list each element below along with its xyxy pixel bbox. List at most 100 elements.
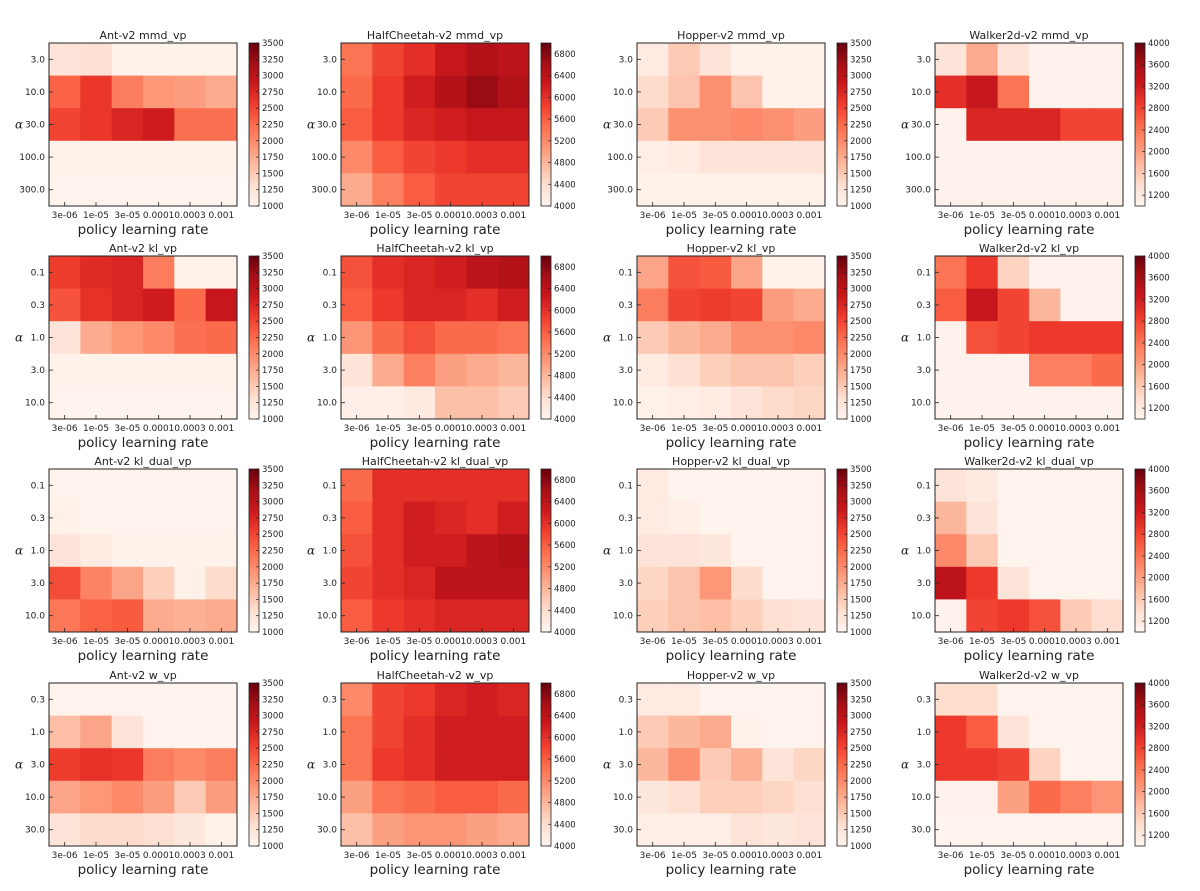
heatmap-cell bbox=[341, 353, 373, 387]
heatmap-cell bbox=[49, 599, 81, 633]
heatmap-cell bbox=[143, 501, 175, 535]
colorbar-tick-label: 2500 bbox=[262, 530, 284, 540]
heatmap-cell bbox=[372, 140, 405, 174]
heatmap-cell bbox=[793, 715, 826, 749]
heatmap-cell bbox=[80, 748, 113, 782]
heatmap-cell bbox=[1091, 256, 1124, 289]
heatmap-cell bbox=[637, 321, 669, 355]
heatmap-cell bbox=[935, 256, 967, 289]
colorbar-tick-label: 4800 bbox=[554, 159, 576, 169]
y-axis-label: α bbox=[901, 331, 909, 345]
heatmap-cell bbox=[966, 813, 999, 847]
x-tick-label: 3e-06 bbox=[52, 211, 78, 221]
y-tick-label: 30.0 bbox=[317, 121, 337, 131]
y-tick-label: 0.1 bbox=[619, 268, 633, 278]
y-tick-label: 0.3 bbox=[31, 301, 45, 311]
heatmap-cell bbox=[1029, 108, 1061, 142]
colorbar-tick-label: 2750 bbox=[850, 301, 872, 311]
heatmap-cell bbox=[731, 108, 763, 142]
y-tick-label: 3.0 bbox=[917, 761, 932, 771]
colorbar-tick-label: 3000 bbox=[262, 285, 284, 295]
x-tick-label: 0.001 bbox=[208, 637, 234, 647]
x-tick-label: 0.0001 bbox=[435, 851, 467, 861]
heatmap-cell bbox=[1060, 534, 1093, 568]
heatmap-cell bbox=[935, 43, 967, 76]
heatmap-cell bbox=[731, 715, 763, 749]
y-tick-label: 100.0 bbox=[607, 153, 633, 163]
colorbar-tick-label: 1750 bbox=[850, 579, 872, 589]
x-tick-label: 1e-05 bbox=[375, 637, 401, 647]
colorbar-tick-label: 1500 bbox=[850, 382, 872, 392]
colorbar-tick-label: 1600 bbox=[1148, 809, 1170, 819]
y-tick-label: 30.0 bbox=[25, 826, 45, 836]
heatmap-cell bbox=[1091, 534, 1124, 568]
y-tick-label: 1.0 bbox=[917, 334, 932, 344]
heatmap-cell bbox=[935, 321, 967, 355]
heatmap-cell bbox=[731, 256, 763, 289]
x-tick-label: 3e-05 bbox=[114, 424, 140, 434]
heatmap-cell bbox=[793, 599, 826, 633]
colorbar-tick-label: 3250 bbox=[262, 55, 284, 65]
colorbar-tick-label: 5200 bbox=[554, 563, 576, 573]
heatmap-cell bbox=[49, 256, 81, 289]
heatmap-cell bbox=[143, 780, 175, 814]
colorbar-tick-label: 2000 bbox=[850, 777, 872, 787]
heatmap-cell bbox=[1029, 748, 1061, 782]
x-tick-label: 0.001 bbox=[208, 424, 234, 434]
heatmap-cell bbox=[1060, 321, 1093, 355]
heatmap-cell bbox=[341, 173, 373, 207]
y-tick-label: 0.1 bbox=[619, 481, 633, 491]
colorbar-tick-label: 3200 bbox=[1148, 508, 1170, 518]
heatmap-cell bbox=[466, 386, 499, 420]
colorbar-tick-label: 3000 bbox=[850, 72, 872, 82]
colorbar-tick-label: 1500 bbox=[262, 169, 284, 179]
heatmap-cell bbox=[403, 173, 436, 207]
colorbar-tick-label: 2000 bbox=[1148, 148, 1170, 158]
heatmap-cell bbox=[1060, 108, 1093, 142]
heatmap-cell bbox=[49, 75, 81, 109]
heatmap-cell bbox=[111, 566, 144, 600]
heatmap-cell bbox=[1091, 683, 1124, 716]
heatmap-cell bbox=[49, 683, 81, 716]
x-tick-label: 0.0003 bbox=[1060, 851, 1092, 861]
colorbar-tick-label: 2750 bbox=[262, 728, 284, 738]
x-tick-label: 3e-05 bbox=[702, 211, 728, 221]
heatmap-cell bbox=[466, 288, 499, 322]
colorbar-tick-label: 4000 bbox=[1148, 252, 1170, 262]
y-tick-label: 300.0 bbox=[311, 186, 337, 196]
heatmap-cell bbox=[174, 501, 207, 535]
heatmap-cell bbox=[935, 748, 967, 782]
y-tick-label: 30.0 bbox=[613, 826, 633, 836]
heatmap-cell bbox=[49, 813, 81, 847]
heatmap-cell bbox=[80, 683, 113, 716]
heatmap-cell bbox=[699, 173, 732, 207]
x-tick-label: 3e-06 bbox=[640, 637, 666, 647]
colorbar-tick-label: 2000 bbox=[850, 350, 872, 360]
heatmap-cell bbox=[80, 715, 113, 749]
heatmap-cell bbox=[1029, 288, 1061, 322]
y-tick-label: 0.3 bbox=[917, 695, 931, 705]
heatmap-cell bbox=[466, 353, 499, 387]
heatmap-cell bbox=[49, 715, 81, 749]
heatmap-cell bbox=[143, 813, 175, 847]
heatmap-cell bbox=[466, 599, 499, 633]
colorbar-tick-label: 1750 bbox=[262, 793, 284, 803]
heatmap-cell bbox=[174, 715, 207, 749]
y-tick-label: 3.0 bbox=[31, 761, 46, 771]
colorbar-tick-label: 1600 bbox=[1148, 595, 1170, 605]
colorbar-tick-label: 2750 bbox=[262, 88, 284, 98]
heatmap-cell bbox=[435, 566, 467, 600]
heatmap-cell bbox=[111, 469, 144, 502]
colorbar-tick-label: 3250 bbox=[262, 481, 284, 491]
heatmap-cell bbox=[111, 173, 144, 207]
colorbar-tick-label: 4800 bbox=[554, 372, 576, 382]
x-tick-label: 0.0001 bbox=[143, 851, 175, 861]
colorbar-tick-label: 5600 bbox=[554, 328, 576, 338]
heatmap-cell bbox=[341, 748, 373, 782]
heatmap-cell bbox=[637, 288, 669, 322]
colorbar-tick-label: 2000 bbox=[262, 350, 284, 360]
heatmap-cell bbox=[143, 683, 175, 716]
heatmap-cell bbox=[935, 75, 967, 109]
heatmap-cell bbox=[497, 813, 530, 847]
heatmap-cell bbox=[80, 108, 113, 142]
